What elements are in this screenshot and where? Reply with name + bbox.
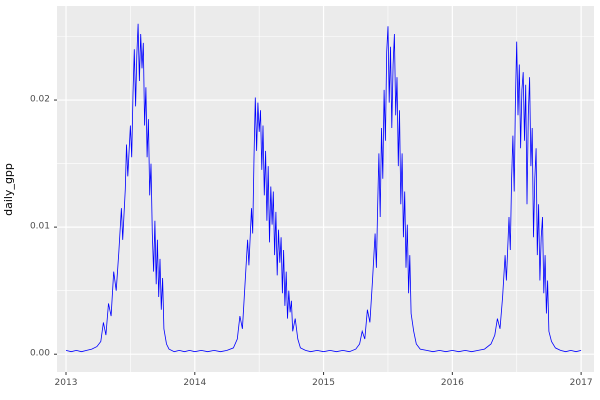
- plot-panel: [57, 6, 594, 372]
- y-tick-label: 0.01: [29, 221, 50, 232]
- series-line: [65, 23, 582, 353]
- x-tick-label: 2017: [569, 378, 593, 388]
- x-tick-label: 2013: [54, 378, 78, 388]
- y-tick-label: 0.00: [29, 348, 50, 359]
- y-tick-label: 0.02: [29, 94, 50, 105]
- x-tick-label: 2014: [183, 378, 207, 388]
- x-tick-label: 2015: [312, 378, 336, 388]
- x-tick-label: 2016: [440, 378, 464, 388]
